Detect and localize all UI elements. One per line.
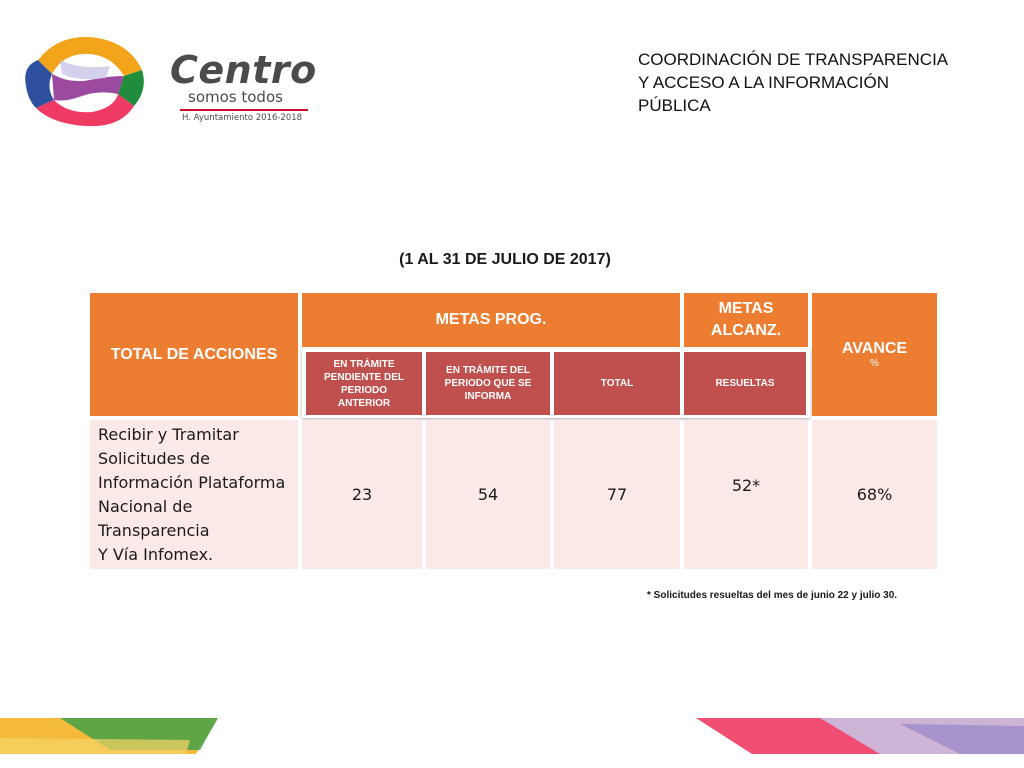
logo-tagline: somos todos [188, 88, 283, 106]
logo-ayuntamiento: H. Ayuntamiento 2016-2018 [182, 113, 303, 123]
logo-wordmark: Centro [170, 48, 317, 92]
organization-title-line: PÚBLICA [638, 96, 711, 115]
header-total-acciones: TOTAL DE ACCIONES [90, 293, 298, 416]
header-metas-alcanz: METAS ALCANZ. [684, 293, 808, 347]
report-period: (1 AL 31 DE JULIO DE 2017) [399, 251, 611, 268]
description-line: Transparencia [98, 520, 210, 540]
header-metas-prog: METAS PROG. [302, 293, 680, 347]
header-avance: AVANCE % [812, 293, 937, 416]
description-line: Solicitudes de [98, 448, 210, 468]
value-total: 77 [554, 420, 680, 569]
row-description: Recibir y Tramitar Solicitudes de Inform… [90, 420, 298, 569]
subheader-periodo: EN TRÁMITE DEL PERIODO QUE SE INFORMA [426, 352, 550, 415]
description-line: Información Plataforma [98, 472, 286, 492]
value-resueltas: 52* [684, 420, 808, 569]
logo-divider [180, 109, 308, 111]
centro-ribbon-logo-icon [25, 36, 144, 127]
centro-logo: Centro somos todos H. Ayuntamiento 2016-… [20, 30, 320, 130]
description-line: Nacional de [98, 496, 193, 516]
actions-table: TOTAL DE ACCIONES METAS PROG. METAS ALCA… [90, 293, 937, 569]
value-pendiente: 23 [302, 420, 422, 569]
organization-title-line: COORDINACIÓN DE TRANSPARENCIA [638, 50, 949, 69]
organization-title: COORDINACIÓN DE TRANSPARENCIA Y ACCESO A… [638, 48, 1008, 117]
value-avance: 68% [812, 420, 937, 569]
avance-unit: % [870, 358, 879, 369]
organization-title-line: Y ACCESO A LA INFORMACIÓN [638, 73, 889, 92]
decorative-stripes [0, 718, 1024, 754]
description-line: Recibir y Tramitar [98, 424, 239, 444]
subheader-total: TOTAL [554, 352, 680, 415]
footnote: * Solicitudes resueltas del mes de junio… [647, 590, 898, 601]
subheader-pendiente: EN TRÁMITE PENDIENTE DEL PERIODO ANTERIO… [306, 352, 422, 415]
value-periodo: 54 [426, 420, 550, 569]
description-line: Y Vía Infomex. [98, 544, 214, 564]
subheader-resueltas: RESUELTAS [684, 352, 806, 415]
